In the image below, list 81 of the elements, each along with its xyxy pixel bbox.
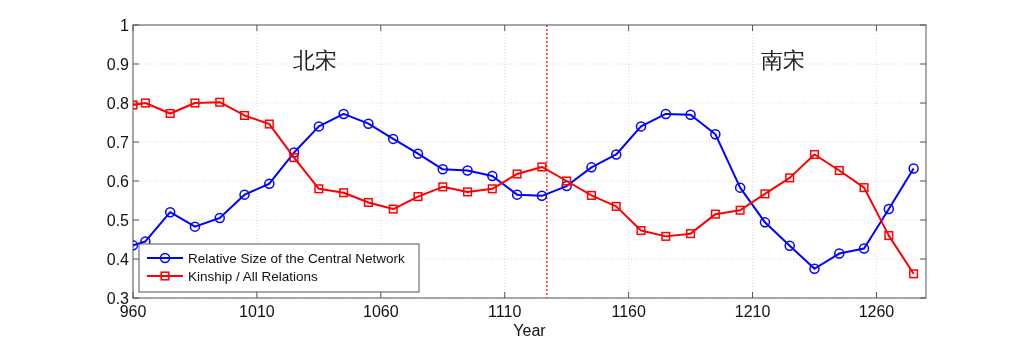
point: [834, 248, 845, 259]
y-tick-label: 0.4: [106, 251, 130, 268]
legend-label: Kinship / All Relations: [188, 269, 319, 284]
point: [264, 178, 275, 189]
point: [610, 149, 622, 160]
point: [165, 108, 175, 119]
x-tick-label: 1010: [239, 303, 275, 320]
point: [735, 205, 745, 215]
point: [239, 110, 250, 121]
point: [214, 212, 225, 224]
point: [487, 170, 498, 182]
point: [189, 221, 201, 232]
point: [487, 184, 497, 194]
point: [463, 187, 473, 197]
point: [363, 118, 374, 129]
y-tick-label: 1: [120, 17, 130, 34]
point: [586, 190, 596, 200]
legend-label: Relative Size of the Central Network: [188, 251, 406, 266]
point: [661, 231, 671, 241]
point: [710, 209, 720, 219]
point: [660, 108, 672, 120]
point: [438, 182, 448, 192]
point: [859, 183, 869, 193]
point: [834, 165, 844, 176]
point: [338, 108, 349, 120]
point: [215, 97, 225, 107]
point: [437, 164, 449, 175]
point: [636, 225, 646, 236]
point: [611, 201, 621, 211]
point: [314, 184, 324, 194]
point: [413, 192, 423, 202]
x-axis-title: Year: [513, 322, 547, 339]
y-tick-label: 0.6: [106, 173, 130, 190]
point: [412, 148, 424, 159]
point: [562, 176, 572, 186]
annotation: 北宋: [293, 48, 338, 74]
point: [884, 231, 894, 241]
point: [190, 98, 200, 108]
point: [313, 121, 325, 132]
point: [388, 204, 398, 214]
point: [710, 128, 721, 140]
point: [784, 240, 795, 251]
point: [760, 189, 770, 199]
point: [339, 188, 349, 198]
y-tick-label: 0.8: [106, 95, 130, 112]
point: [239, 189, 250, 200]
point: [511, 189, 523, 200]
point: [909, 269, 919, 279]
y-tick-label: 0.5: [106, 212, 130, 229]
point: [686, 229, 696, 239]
point: [685, 109, 696, 120]
point: [561, 180, 572, 192]
y-tick-label: 0.9: [106, 56, 130, 73]
point: [462, 165, 473, 176]
y-tick-label: 0.7: [106, 134, 130, 151]
point: [536, 190, 548, 202]
point: [512, 169, 522, 179]
point: [140, 98, 150, 108]
point: [164, 206, 176, 218]
point: [363, 197, 373, 207]
x-tick-label: 1260: [858, 303, 895, 320]
point: [809, 263, 820, 274]
point: [858, 243, 870, 254]
x-tick-label: 1110: [488, 303, 522, 320]
point: [586, 162, 597, 173]
point: [537, 162, 547, 172]
point: [883, 203, 895, 215]
annotation: 南宋: [761, 48, 806, 74]
point: [908, 163, 919, 174]
point: [734, 182, 746, 193]
point: [288, 147, 300, 158]
point: [289, 153, 299, 163]
point: [785, 173, 795, 183]
point: [635, 121, 647, 132]
x-tick-label: 1160: [611, 303, 646, 320]
x-tick-label: 1210: [734, 303, 771, 320]
point: [264, 119, 274, 129]
point: [809, 149, 820, 160]
point: [387, 133, 399, 145]
x-tick-label: 1060: [363, 303, 399, 320]
point: [759, 217, 771, 228]
